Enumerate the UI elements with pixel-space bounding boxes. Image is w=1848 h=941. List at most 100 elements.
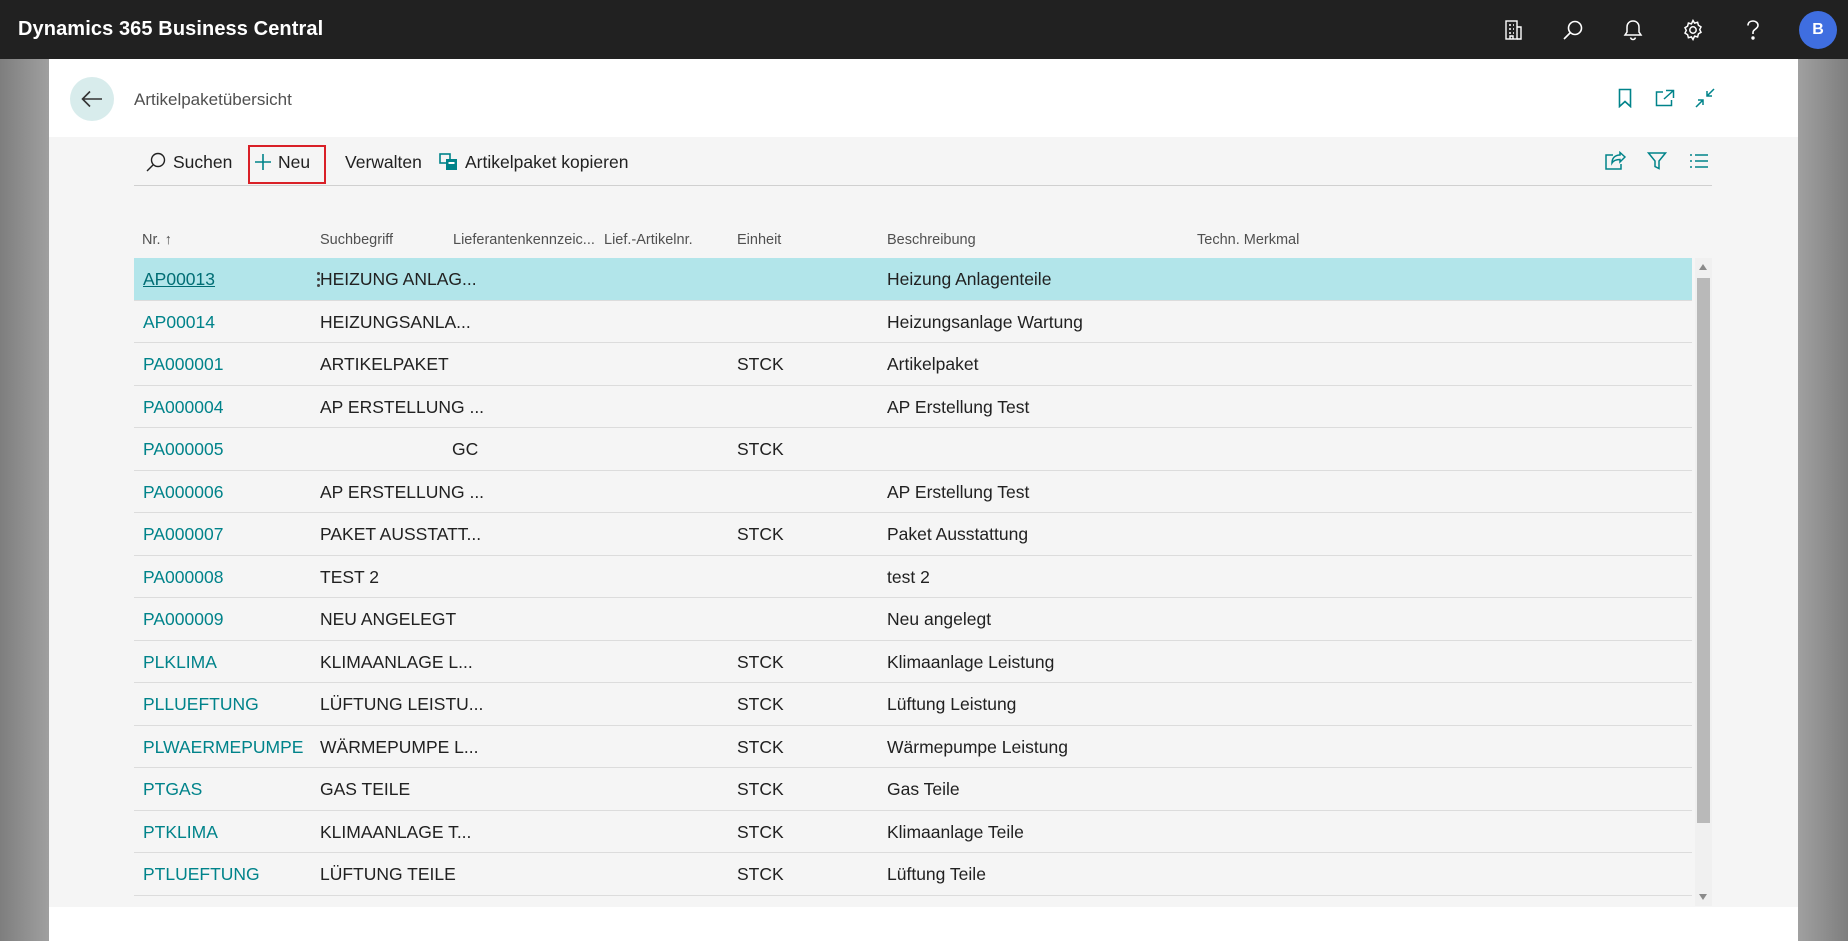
row-nr-link[interactable]: PA000004 bbox=[143, 396, 224, 417]
search-action-label: Suchen bbox=[173, 151, 233, 172]
new-button-label: Neu bbox=[278, 151, 311, 172]
row-beschreibung: AP Erstellung Test bbox=[887, 481, 1030, 502]
row-beschreibung: Klimaanlage Leistung bbox=[887, 651, 1055, 672]
column-header-beschreibung[interactable]: Beschreibung bbox=[887, 232, 976, 248]
table-row[interactable]: PA000001 ARTIKELPAKET STCK Artikelpaket bbox=[134, 343, 1692, 386]
row-einheit: STCK bbox=[737, 439, 784, 459]
row-einheit: STCK bbox=[737, 694, 784, 714]
row-suchbegriff: NEU ANGELEGT bbox=[320, 609, 457, 629]
row-nr-link[interactable]: PA000005 bbox=[143, 439, 224, 459]
column-header-lief-artikelnr[interactable]: Lief.-Artikelnr. bbox=[604, 232, 693, 248]
page-footer bbox=[49, 907, 1798, 941]
row-einheit: STCK bbox=[737, 354, 784, 374]
app-title: Dynamics 365 Business Central bbox=[18, 18, 324, 40]
row-nr-link[interactable]: AP00013 bbox=[143, 269, 216, 289]
bookmark-icon[interactable] bbox=[1613, 83, 1637, 113]
row-nr-link[interactable]: PLWAERMEPUMPE bbox=[143, 736, 304, 757]
item-package-table: AP00013 HEIZUNG ANLAG... Heizung Anlagen… bbox=[134, 258, 1692, 906]
arrow-left-icon bbox=[81, 90, 102, 108]
top-bar-icons: B bbox=[1483, 0, 1848, 59]
row-beschreibung: Artikelpaket bbox=[887, 354, 979, 374]
row-einheit: STCK bbox=[737, 864, 784, 884]
gear-icon[interactable] bbox=[1663, 0, 1723, 59]
row-nr-link[interactable]: PTKLIMA bbox=[143, 821, 218, 842]
column-header-lieferant[interactable]: Lieferantenkennzeic... bbox=[453, 232, 595, 248]
row-beschreibung: AP Erstellung Test bbox=[887, 396, 1030, 417]
row-suchbegriff: WÄRMEPUMPE L... bbox=[320, 736, 479, 757]
company-icon[interactable] bbox=[1483, 0, 1543, 59]
row-beschreibung: Neu angelegt bbox=[887, 609, 992, 629]
column-header-techn-merkmal[interactable]: Techn. Merkmal bbox=[1197, 232, 1300, 248]
collapse-icon[interactable] bbox=[1693, 83, 1717, 113]
column-header-einheit[interactable]: Einheit bbox=[737, 232, 782, 248]
table-row[interactable]: AP00014 HEIZUNGSANLA... Heizungsanlage W… bbox=[134, 301, 1692, 343]
manage-menu[interactable]: Verwalten bbox=[345, 150, 422, 174]
row-beschreibung: Lüftung Teile bbox=[887, 864, 986, 884]
top-bar: Dynamics 365 Business Central B bbox=[0, 0, 1848, 59]
row-suchbegriff: ARTIKELPAKET bbox=[320, 354, 449, 374]
row-nr-link[interactable]: PA000006 bbox=[143, 481, 224, 502]
row-nr-link[interactable]: PTLUEFTUNG bbox=[143, 864, 260, 884]
table-row[interactable]: PTLUEFTUNG LÜFTUNG TEILE STCK Lüftung Te… bbox=[134, 853, 1692, 896]
row-nr-link[interactable]: PA000007 bbox=[143, 524, 224, 544]
table-row[interactable]: PLKLIMA KLIMAANLAGE L... STCK Klimaanlag… bbox=[134, 641, 1692, 683]
search-icon[interactable] bbox=[1543, 0, 1603, 59]
table-row[interactable]: PTKLIMA KLIMAANLAGE T... STCK Klimaanlag… bbox=[134, 811, 1692, 853]
table-row[interactable]: PLWAERMEPUMPE WÄRMEPUMPE L... STCK Wärme… bbox=[134, 726, 1692, 768]
row-einheit: STCK bbox=[737, 779, 784, 799]
row-nr-link[interactable]: PA000001 bbox=[143, 354, 224, 374]
plus-icon bbox=[255, 154, 271, 170]
table-row[interactable]: AP00013 HEIZUNG ANLAG... Heizung Anlagen… bbox=[134, 258, 1692, 301]
table-row[interactable]: PTGAS GAS TEILE STCK Gas Teile bbox=[134, 768, 1692, 811]
list-view-icon[interactable] bbox=[1686, 148, 1712, 174]
table-row[interactable]: PA000006 AP ERSTELLUNG ... AP Erstellung… bbox=[134, 471, 1692, 513]
table-row[interactable]: PA000008 TEST 2 test 2 bbox=[134, 556, 1692, 598]
row-suchbegriff: HEIZUNG ANLAG... bbox=[320, 269, 477, 289]
bell-icon[interactable] bbox=[1603, 0, 1663, 59]
row-nr-link[interactable]: PLKLIMA bbox=[143, 651, 217, 672]
avatar[interactable]: B bbox=[1799, 10, 1837, 49]
share-icon[interactable] bbox=[1602, 148, 1628, 174]
column-header-suchbegriff[interactable]: Suchbegriff bbox=[320, 232, 394, 248]
new-button[interactable]: Neu bbox=[254, 150, 310, 174]
filter-icon[interactable] bbox=[1644, 148, 1670, 174]
row-suchbegriff: AP ERSTELLUNG ... bbox=[320, 481, 485, 502]
row-nr-link[interactable]: PLLUEFTUNG bbox=[143, 694, 259, 714]
scroll-thumb[interactable] bbox=[1697, 278, 1710, 823]
open-in-new-window-icon[interactable] bbox=[1653, 83, 1677, 113]
row-nr-link[interactable]: PA000008 bbox=[143, 566, 224, 587]
copy-item-package-label: Artikelpaket kopieren bbox=[465, 151, 629, 172]
back-button[interactable] bbox=[70, 77, 114, 121]
manage-menu-label: Verwalten bbox=[345, 151, 422, 172]
table-row[interactable]: PA000009 NEU ANGELEGT Neu angelegt bbox=[134, 598, 1692, 641]
row-suchbegriff: AP ERSTELLUNG ... bbox=[320, 396, 485, 417]
row-more-options-icon[interactable] bbox=[306, 266, 330, 292]
scroll-up-arrow-icon[interactable] bbox=[1699, 264, 1707, 270]
vertical-scrollbar[interactable] bbox=[1695, 258, 1712, 906]
copy-item-package-button[interactable]: Artikelpaket kopieren bbox=[439, 150, 628, 174]
table-row[interactable]: PA000007 PAKET AUSSTATT... STCK Paket Au… bbox=[134, 513, 1692, 556]
row-nr-link[interactable]: AP00014 bbox=[143, 311, 216, 332]
row-suchbegriff: LÜFTUNG LEISTU... bbox=[320, 694, 484, 714]
scroll-down-arrow-icon[interactable] bbox=[1699, 894, 1707, 900]
column-header-nr-label: Nr. bbox=[142, 232, 161, 248]
row-nr-link[interactable]: PTGAS bbox=[143, 779, 203, 799]
table-row[interactable]: PA000005 GC STCK bbox=[134, 428, 1692, 471]
copy-package-icon bbox=[439, 153, 457, 170]
row-nr-link[interactable]: PA000009 bbox=[143, 609, 224, 629]
row-einheit: STCK bbox=[737, 651, 784, 672]
search-action[interactable]: Suchen bbox=[145, 150, 232, 174]
row-suchbegriff: KLIMAANLAGE T... bbox=[320, 821, 472, 842]
row-beschreibung: Wärmepumpe Leistung bbox=[887, 736, 1068, 757]
help-icon[interactable] bbox=[1723, 0, 1783, 59]
row-beschreibung: test 2 bbox=[887, 566, 930, 587]
row-suchbegriff: LÜFTUNG TEILE bbox=[320, 864, 456, 884]
row-beschreibung: Gas Teile bbox=[887, 779, 960, 799]
row-einheit: STCK bbox=[737, 524, 784, 544]
row-suchbegriff: KLIMAANLAGE L... bbox=[320, 651, 473, 672]
row-suchbegriff: GAS TEILE bbox=[320, 779, 411, 799]
table-row[interactable]: PLLUEFTUNG LÜFTUNG LEISTU... STCK Lüftun… bbox=[134, 683, 1692, 726]
table-row[interactable]: PA000004 AP ERSTELLUNG ... AP Erstellung… bbox=[134, 386, 1692, 428]
column-header-nr[interactable]: Nr. ↑ bbox=[142, 232, 172, 248]
row-beschreibung: Heizungsanlage Wartung bbox=[887, 311, 1083, 332]
